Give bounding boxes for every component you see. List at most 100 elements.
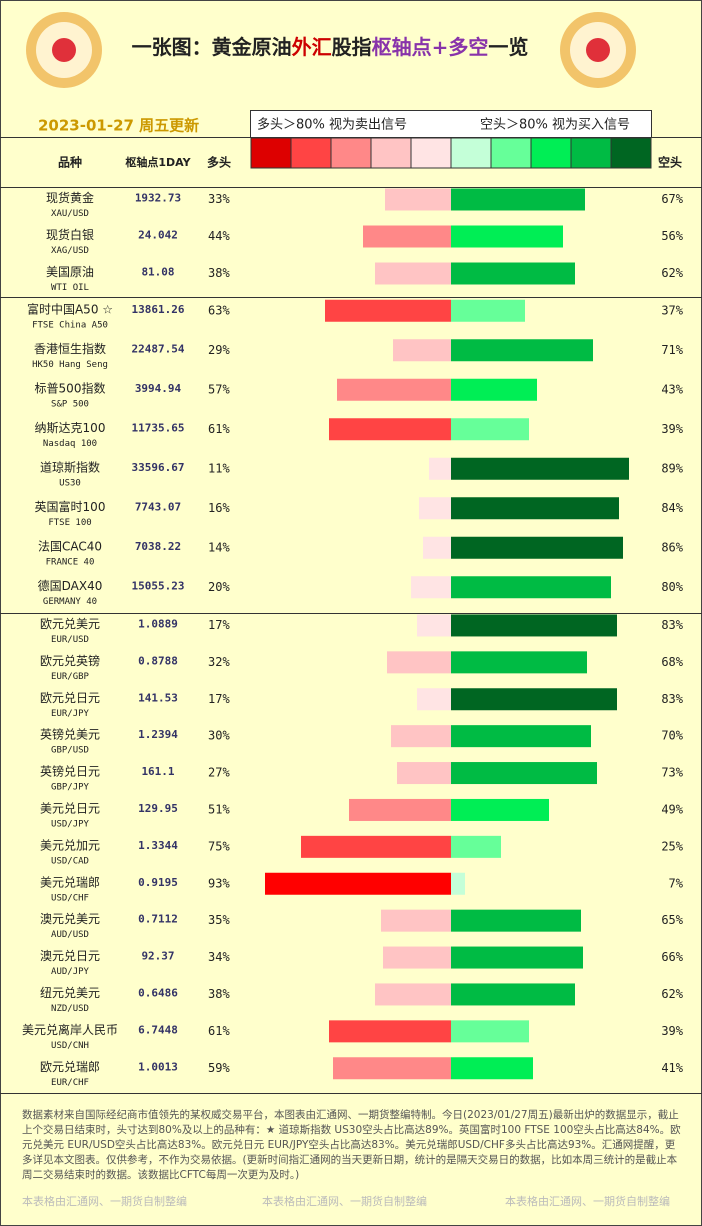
row-name: 法国CAC40 bbox=[38, 539, 102, 553]
legend-swatch bbox=[370, 137, 412, 169]
long-bar bbox=[381, 909, 451, 932]
row-code: Nasdaq 100 bbox=[43, 439, 97, 449]
pivot: 1.3344 bbox=[138, 839, 178, 852]
row-name: 美元兑加元 bbox=[40, 838, 100, 852]
long-label: 59% bbox=[208, 1061, 230, 1075]
short-bar bbox=[451, 725, 591, 748]
long-bar bbox=[325, 299, 451, 322]
short-bar bbox=[451, 262, 575, 285]
long-bar bbox=[349, 798, 451, 821]
row-code: FTSE China A50 bbox=[32, 320, 108, 330]
row-code: HK50 Hang Seng bbox=[32, 360, 108, 370]
row-name: 德国DAX40 bbox=[38, 578, 103, 593]
long-label: 34% bbox=[208, 950, 230, 964]
pivot: 7038.22 bbox=[135, 540, 181, 553]
short-label: 41% bbox=[661, 1061, 683, 1075]
pivot: 22487.54 bbox=[132, 342, 185, 355]
credit: 本表格由汇通网、一期货自制整编 bbox=[262, 1194, 427, 1208]
short-bar bbox=[451, 909, 581, 932]
short-bar bbox=[451, 762, 597, 785]
short-label: 80% bbox=[661, 580, 683, 594]
short-label: 73% bbox=[661, 766, 683, 780]
row-name: 纽元兑美元 bbox=[40, 986, 100, 1000]
pivot: 6.7448 bbox=[138, 1023, 178, 1036]
short-label: 67% bbox=[661, 192, 683, 206]
long-bar bbox=[385, 188, 451, 211]
legend-swatch bbox=[250, 137, 292, 169]
short-label: 68% bbox=[661, 655, 683, 669]
long-bar bbox=[429, 457, 451, 480]
date: 2023-01-27 周五更新 bbox=[38, 117, 199, 135]
long-bar bbox=[391, 725, 451, 748]
pivot: 92.37 bbox=[141, 950, 174, 963]
short-bar bbox=[451, 1057, 533, 1080]
short-label: 7% bbox=[669, 876, 684, 890]
long-label: 30% bbox=[208, 729, 230, 743]
short-bar bbox=[451, 651, 587, 674]
short-label: 83% bbox=[661, 618, 683, 632]
long-label: 75% bbox=[208, 839, 230, 853]
logo-right bbox=[560, 12, 636, 88]
short-bar bbox=[451, 225, 563, 248]
pivot: 0.6486 bbox=[138, 986, 178, 999]
legend-swatch bbox=[610, 137, 652, 169]
short-bar bbox=[451, 688, 617, 711]
long-bar bbox=[265, 872, 451, 895]
short-label: 37% bbox=[661, 303, 683, 317]
long-bar bbox=[393, 339, 451, 362]
row-code: US30 bbox=[59, 478, 81, 488]
short-bar bbox=[451, 1020, 529, 1043]
long-label: 27% bbox=[208, 766, 230, 780]
row-code: USD/CNH bbox=[51, 1041, 89, 1051]
long-label: 57% bbox=[208, 382, 230, 396]
long-label: 29% bbox=[208, 343, 230, 357]
short-label: 89% bbox=[661, 461, 683, 475]
pivot: 1932.73 bbox=[135, 192, 181, 205]
row-code: GERMANY 40 bbox=[43, 597, 97, 607]
short-bar bbox=[451, 339, 593, 362]
footer-note: 数据素材来自国际经纪商市值领先的某权威交易平台，本图表由汇通网、一期货整编特制。… bbox=[22, 1109, 681, 1181]
long-bar bbox=[333, 1057, 451, 1080]
row-name: 美元兑日元 bbox=[40, 801, 100, 815]
short-bar bbox=[451, 497, 619, 520]
long-bar bbox=[383, 946, 451, 969]
row-code: USD/JPY bbox=[51, 819, 90, 829]
long-label: 61% bbox=[208, 422, 230, 436]
header-short: 空头 bbox=[658, 155, 682, 170]
row-name: 英国富时100 bbox=[35, 499, 106, 514]
short-bar bbox=[451, 946, 583, 969]
pivot: 161.1 bbox=[141, 765, 174, 778]
pivot: 141.53 bbox=[138, 691, 178, 704]
row-code: NZD/USD bbox=[51, 1004, 89, 1014]
legend-long: 多头＞80% 视为卖出信号 bbox=[257, 117, 407, 133]
pivot: 0.9195 bbox=[138, 876, 178, 889]
row-name: 香港恒生指数 bbox=[34, 341, 106, 356]
short-bar bbox=[451, 188, 585, 211]
long-label: 11% bbox=[208, 461, 230, 475]
row-name: 纳斯达克100 bbox=[35, 421, 106, 435]
long-label: 16% bbox=[208, 501, 230, 515]
short-label: 56% bbox=[661, 229, 683, 243]
legend-swatch bbox=[530, 137, 572, 169]
row-name: 欧元兑日元 bbox=[40, 691, 100, 705]
short-bar bbox=[451, 835, 501, 858]
pivot: 15055.23 bbox=[132, 579, 185, 592]
pivot: 3994.94 bbox=[135, 382, 182, 395]
short-label: 62% bbox=[661, 987, 683, 1001]
row-code: XAU/USD bbox=[51, 209, 89, 219]
long-label: 17% bbox=[208, 692, 230, 706]
long-label: 17% bbox=[208, 618, 230, 632]
long-bar bbox=[363, 225, 451, 248]
pivot: 24.042 bbox=[138, 229, 178, 242]
row-code: EUR/USD bbox=[51, 635, 89, 645]
short-label: 66% bbox=[661, 950, 683, 964]
row-name: 富时中国A50 ☆ bbox=[27, 301, 113, 316]
long-bar bbox=[375, 262, 451, 285]
row-code: AUD/USD bbox=[51, 930, 89, 940]
short-bar bbox=[451, 798, 549, 821]
row-code: EUR/CHF bbox=[51, 1078, 89, 1088]
legend-box bbox=[250, 110, 652, 138]
short-bar bbox=[451, 418, 529, 441]
row-name: 美元兑离岸人民币 bbox=[22, 1022, 118, 1037]
legend-swatch bbox=[330, 137, 372, 169]
